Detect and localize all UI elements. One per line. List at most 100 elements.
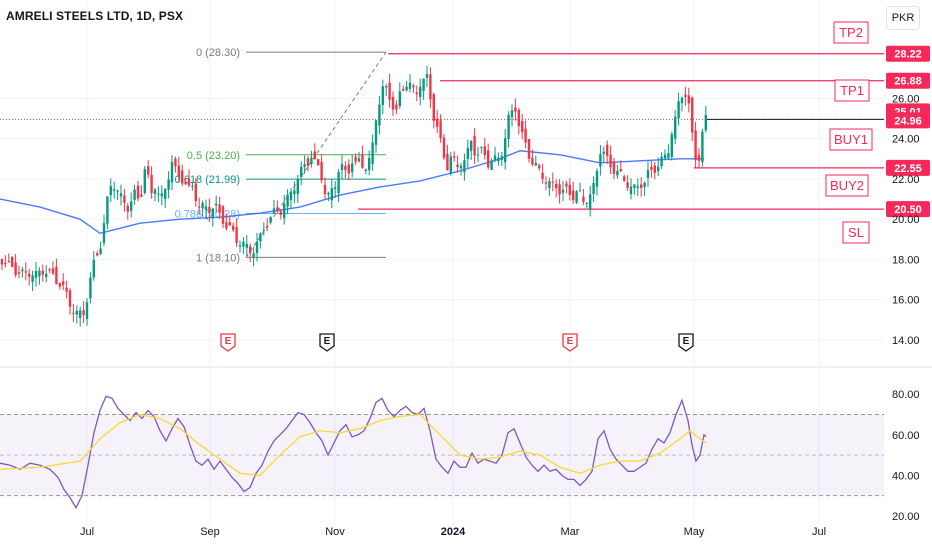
candle-body[interactable] bbox=[306, 158, 310, 166]
candle-body[interactable] bbox=[119, 193, 123, 197]
candle-body[interactable] bbox=[58, 282, 61, 287]
candle-body[interactable] bbox=[697, 154, 701, 161]
candle-body[interactable] bbox=[677, 101, 680, 119]
candle-body[interactable] bbox=[653, 165, 656, 173]
candle-body[interactable] bbox=[704, 114, 707, 131]
candle-body[interactable] bbox=[684, 94, 687, 97]
candle-body[interactable] bbox=[606, 144, 609, 156]
candle-body[interactable] bbox=[575, 191, 578, 203]
candle-body[interactable] bbox=[405, 86, 408, 91]
candle-body[interactable] bbox=[245, 243, 248, 248]
annotation-box[interactable] bbox=[825, 174, 869, 197]
candle-body[interactable] bbox=[633, 184, 636, 188]
candle-body[interactable] bbox=[303, 164, 306, 167]
candle-body[interactable] bbox=[609, 154, 612, 168]
candle-body[interactable] bbox=[55, 266, 58, 284]
candle-body[interactable] bbox=[232, 225, 235, 230]
candle-body[interactable] bbox=[17, 272, 21, 274]
candle-body[interactable] bbox=[459, 165, 463, 169]
candle-body[interactable] bbox=[7, 260, 10, 262]
candle-body[interactable] bbox=[524, 128, 527, 143]
candle-body[interactable] bbox=[123, 195, 126, 203]
candle-body[interactable] bbox=[371, 142, 374, 164]
candle-body[interactable] bbox=[0, 259, 4, 265]
candle-body[interactable] bbox=[565, 183, 568, 187]
candle-body[interactable] bbox=[211, 208, 214, 219]
candle-body[interactable] bbox=[62, 281, 65, 286]
candle-body[interactable] bbox=[514, 107, 517, 112]
candle-body[interactable] bbox=[368, 157, 371, 171]
candle-body[interactable] bbox=[694, 130, 697, 161]
candle-body[interactable] bbox=[582, 196, 585, 202]
candle-body[interactable] bbox=[92, 259, 95, 278]
candle-body[interactable] bbox=[286, 194, 289, 207]
candle-body[interactable] bbox=[507, 114, 510, 140]
candle-body[interactable] bbox=[470, 141, 473, 151]
candle-body[interactable] bbox=[354, 156, 357, 162]
candle-body[interactable] bbox=[289, 192, 293, 201]
candle-body[interactable] bbox=[585, 203, 588, 205]
candle-body[interactable] bbox=[602, 151, 605, 154]
candle-body[interactable] bbox=[490, 160, 493, 170]
candle-body[interactable] bbox=[663, 154, 667, 159]
candle-body[interactable] bbox=[422, 78, 425, 91]
candle-body[interactable] bbox=[391, 96, 395, 110]
candle-body[interactable] bbox=[79, 310, 82, 318]
candle-body[interactable] bbox=[541, 172, 544, 179]
candle-body[interactable] bbox=[116, 190, 119, 192]
candle-body[interactable] bbox=[313, 151, 316, 159]
candle-body[interactable] bbox=[531, 157, 534, 165]
candle-body[interactable] bbox=[136, 185, 140, 199]
candle-body[interactable] bbox=[595, 170, 599, 187]
candle-body[interactable] bbox=[198, 206, 201, 208]
candle-body[interactable] bbox=[235, 227, 238, 243]
annotation-box[interactable] bbox=[833, 21, 869, 44]
candle-body[interactable] bbox=[225, 222, 228, 229]
candle-body[interactable] bbox=[266, 226, 269, 228]
candle-body[interactable] bbox=[228, 221, 231, 226]
candle-body[interactable] bbox=[558, 184, 561, 195]
candle-body[interactable] bbox=[504, 138, 507, 163]
candle-body[interactable] bbox=[187, 178, 191, 186]
candle-body[interactable] bbox=[89, 277, 92, 299]
candle-body[interactable] bbox=[269, 216, 272, 223]
candle-body[interactable] bbox=[395, 104, 398, 110]
candle-body[interactable] bbox=[140, 194, 143, 197]
candle-body[interactable] bbox=[388, 82, 391, 100]
candle-body[interactable] bbox=[534, 162, 537, 166]
candle-body[interactable] bbox=[65, 287, 68, 292]
candle-body[interactable] bbox=[480, 147, 483, 149]
candle-body[interactable] bbox=[419, 86, 422, 98]
candle-body[interactable] bbox=[99, 248, 102, 254]
candle-body[interactable] bbox=[279, 211, 282, 215]
earnings-marker-icon[interactable] bbox=[220, 333, 236, 352]
candle-body[interactable] bbox=[317, 159, 320, 166]
candle-body[interactable] bbox=[493, 155, 497, 161]
candle-body[interactable] bbox=[28, 273, 31, 277]
candle-body[interactable] bbox=[249, 246, 252, 254]
candle-body[interactable] bbox=[221, 206, 225, 224]
candle-body[interactable] bbox=[157, 193, 160, 195]
candle-body[interactable] bbox=[153, 189, 157, 194]
candle-body[interactable] bbox=[626, 182, 629, 188]
candle-body[interactable] bbox=[361, 154, 364, 168]
earnings-marker-icon[interactable] bbox=[562, 333, 578, 352]
candle-body[interactable] bbox=[11, 257, 14, 267]
candle-body[interactable] bbox=[521, 121, 524, 133]
candlestick-series[interactable] bbox=[0, 66, 707, 327]
candle-body[interactable] bbox=[276, 207, 279, 212]
candle-body[interactable] bbox=[75, 310, 78, 315]
candle-body[interactable] bbox=[657, 166, 660, 172]
candle-body[interactable] bbox=[109, 186, 112, 196]
candle-body[interactable] bbox=[436, 118, 439, 127]
candle-body[interactable] bbox=[500, 156, 503, 160]
annotation-box[interactable] bbox=[834, 79, 870, 102]
candle-body[interactable] bbox=[412, 85, 415, 88]
candle-body[interactable] bbox=[347, 164, 350, 174]
candle-body[interactable] bbox=[599, 154, 602, 167]
candle-body[interactable] bbox=[24, 271, 27, 273]
candle-body[interactable] bbox=[643, 182, 646, 187]
candle-body[interactable] bbox=[238, 245, 242, 247]
